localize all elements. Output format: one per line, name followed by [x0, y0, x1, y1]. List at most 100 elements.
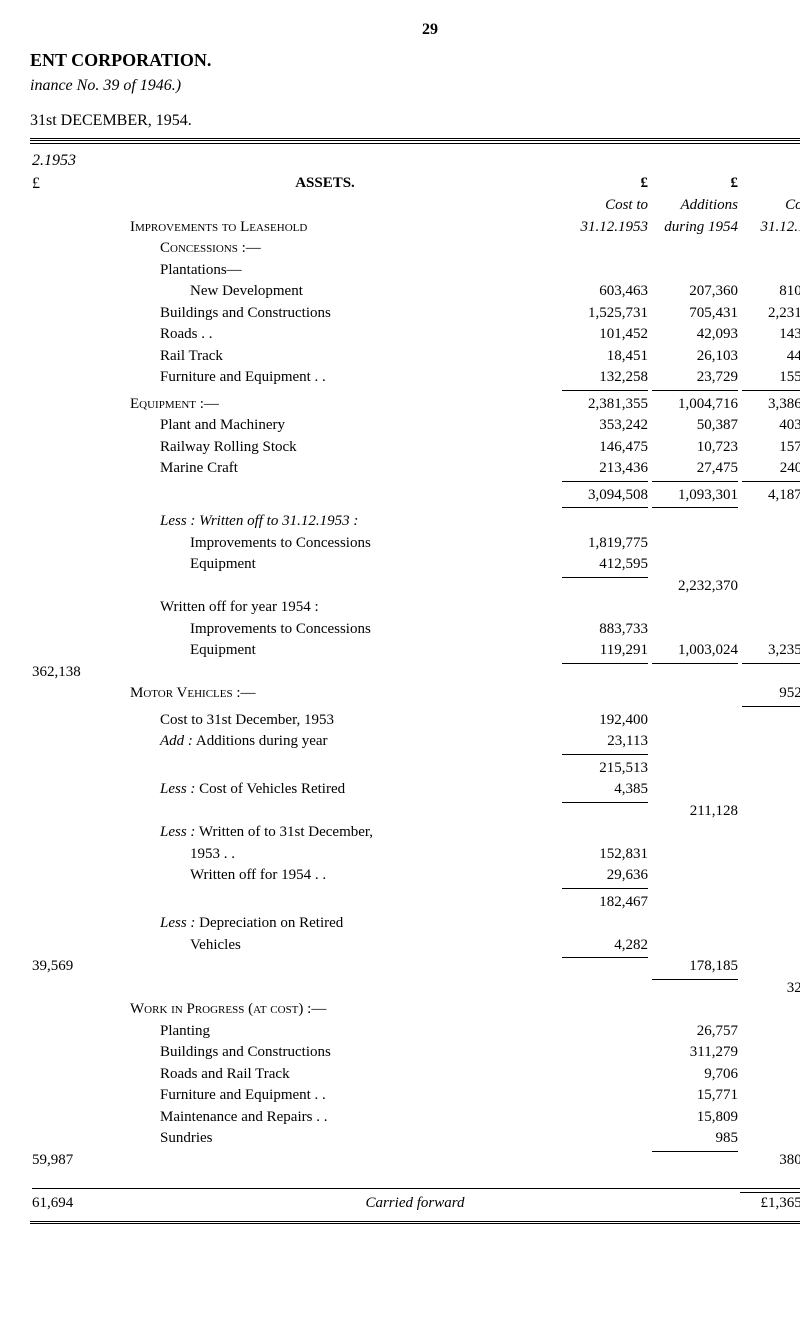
buildings-c1: 1,525,731 — [560, 303, 650, 325]
imp-conc-2: Improvements to Concessions — [90, 619, 560, 641]
net2: 952,415 — [740, 683, 800, 705]
mar-c3: 240,911 — [740, 458, 800, 480]
concessions-header: Concessions :— — [90, 238, 560, 260]
eq-tot-c2: 1,093,301 — [650, 485, 740, 507]
buildings-c2: 705,431 — [650, 303, 740, 325]
col2-pound: £ — [650, 173, 740, 196]
wip-maint: Maintenance and Repairs . . — [90, 1107, 560, 1129]
wip-buildings: Buildings and Constructions — [90, 1042, 560, 1064]
wip-furn-v: 15,771 — [650, 1085, 740, 1107]
row-buildings: Buildings and Constructions — [90, 303, 560, 325]
imp-conc-v1: 1,819,775 — [560, 533, 650, 555]
row-furniture: Furniture and Equipment . . — [90, 367, 560, 389]
rail-c2: 26,103 — [650, 346, 740, 368]
mv-veh: Vehicles — [90, 935, 560, 957]
col1-pound: £ — [560, 173, 650, 196]
rwy-c3: 157,198 — [740, 437, 800, 459]
plant-c1: 353,242 — [560, 415, 650, 437]
wip-buildings-v: 311,279 — [650, 1042, 740, 1064]
written-off-1954: Written off for year 1954 : — [90, 597, 560, 619]
row-plant: Plant and Machinery — [90, 415, 560, 437]
carried-forward: Carried forward — [90, 1193, 740, 1215]
mv-sub2: 211,128 — [650, 801, 740, 823]
new-dev-c3: 810,823 — [740, 281, 800, 303]
wip-roads-v: 9,706 — [650, 1064, 740, 1086]
mv-dep: Less : Depreciation on Retired — [90, 913, 560, 935]
mv-1953: 1953 . . — [90, 844, 560, 866]
rail-c1: 18,451 — [560, 346, 650, 368]
subtitle: inance No. 39 of 1946.) — [30, 76, 800, 97]
sub1: 2,232,370 — [650, 576, 740, 598]
conc-tot-c1: 2,381,355 — [560, 394, 650, 416]
wip-furn: Furniture and Equipment . . — [90, 1085, 560, 1107]
col3-h3: 31.12.1954 — [740, 217, 800, 239]
year-ref: 2.1953 — [30, 150, 90, 173]
col1-h3: 31.12.1953 — [560, 217, 650, 239]
pound-left: £ — [30, 173, 90, 196]
equip-2: Equipment — [90, 640, 560, 662]
mv-1954-v: 29,636 — [560, 865, 650, 887]
equipment-header: Equipment :— — [90, 394, 560, 416]
mv-1953-v: 152,831 — [560, 844, 650, 866]
wip-sundries: Sundries — [90, 1128, 560, 1150]
furn-c2: 23,729 — [650, 367, 740, 389]
rule-double — [30, 138, 800, 141]
motor-vehicles: Motor Vehicles :— — [90, 683, 560, 705]
mv-cost: Cost to 31st December, 1953 — [90, 710, 560, 732]
equip-v2: 119,291 — [560, 640, 650, 662]
mar-c1: 213,436 — [560, 458, 650, 480]
date-line: 31st DECEMBER, 1954. — [30, 111, 800, 132]
mv-sub4: 178,185 — [650, 956, 740, 978]
rail-c3: 44,554 — [740, 346, 800, 368]
mv-sub3: 182,467 — [560, 892, 650, 914]
rwy-c1: 146,475 — [560, 437, 650, 459]
row-marine: Marine Craft — [90, 458, 560, 480]
imp-conc-v2: 883,733 — [560, 619, 650, 641]
row-railway: Railway Rolling Stock — [90, 437, 560, 459]
row-new-dev: New Development — [90, 281, 560, 303]
rule-single — [30, 143, 800, 144]
title: ENT CORPORATION. — [30, 49, 800, 72]
rule-double-bottom — [30, 1221, 800, 1224]
furn-c1: 132,258 — [560, 367, 650, 389]
sub2: 1,003,024 — [650, 640, 740, 662]
furn-c3: 155,987 — [740, 367, 800, 389]
eq-tot-c1: 3,094,508 — [560, 485, 650, 507]
plant-c3: 403,629 — [740, 415, 800, 437]
mv-add-v: 23,113 — [560, 731, 650, 753]
equip-v1: 412,595 — [560, 554, 650, 576]
wip-sundries-v: 985 — [650, 1128, 740, 1150]
margin-4: 61,694 — [30, 1193, 90, 1215]
net1: 3,235,394 — [740, 640, 800, 662]
assets-heading: ASSETS. — [90, 173, 560, 196]
col3-pound: £ — [740, 173, 800, 196]
margin-1: 362,138 — [30, 662, 90, 684]
assets-table: 2.1953 £ ASSETS. £ £ £ Cost to Additions… — [30, 150, 800, 1215]
plant-c2: 50,387 — [650, 415, 740, 437]
conc-tot-c2: 1,004,716 — [650, 394, 740, 416]
less-written-off: Less : Written off to 31.12.1953 : — [90, 511, 560, 533]
mv-retired-v: 4,385 — [560, 779, 650, 801]
col2-h2: Additions — [650, 195, 740, 217]
mv-sub1: 215,513 — [560, 758, 650, 780]
roads-c2: 42,093 — [650, 324, 740, 346]
mv-add: Add : Add : Additions during yearAdditio… — [90, 731, 560, 753]
mv-1954: Written off for 1954 . . — [90, 865, 560, 887]
margin-3: 59,987 — [30, 1150, 90, 1172]
grand-total: £1,365,665 — [740, 1193, 800, 1215]
col2-h3: during 1954 — [650, 217, 740, 239]
eq-tot-c3: 4,187,809 — [740, 485, 800, 507]
row-rail: Rail Track — [90, 346, 560, 368]
new-dev-c2: 207,360 — [650, 281, 740, 303]
buildings-c3: 2,231,162 — [740, 303, 800, 325]
imp-conc-1: Improvements to Concessions — [90, 533, 560, 555]
plantations: Plantations— — [90, 260, 560, 282]
mar-c2: 27,475 — [650, 458, 740, 480]
conc-tot-c3: 3,386,071 — [740, 394, 800, 416]
wip-maint-v: 15,809 — [650, 1107, 740, 1129]
mv-cost-v: 192,400 — [560, 710, 650, 732]
wip-header: Work in Progress (at cost) :— — [90, 999, 560, 1021]
mv-less2: Less : Written of to 31st December, — [90, 822, 560, 844]
wip-planting-v: 26,757 — [650, 1021, 740, 1043]
wip-planting: Planting — [90, 1021, 560, 1043]
